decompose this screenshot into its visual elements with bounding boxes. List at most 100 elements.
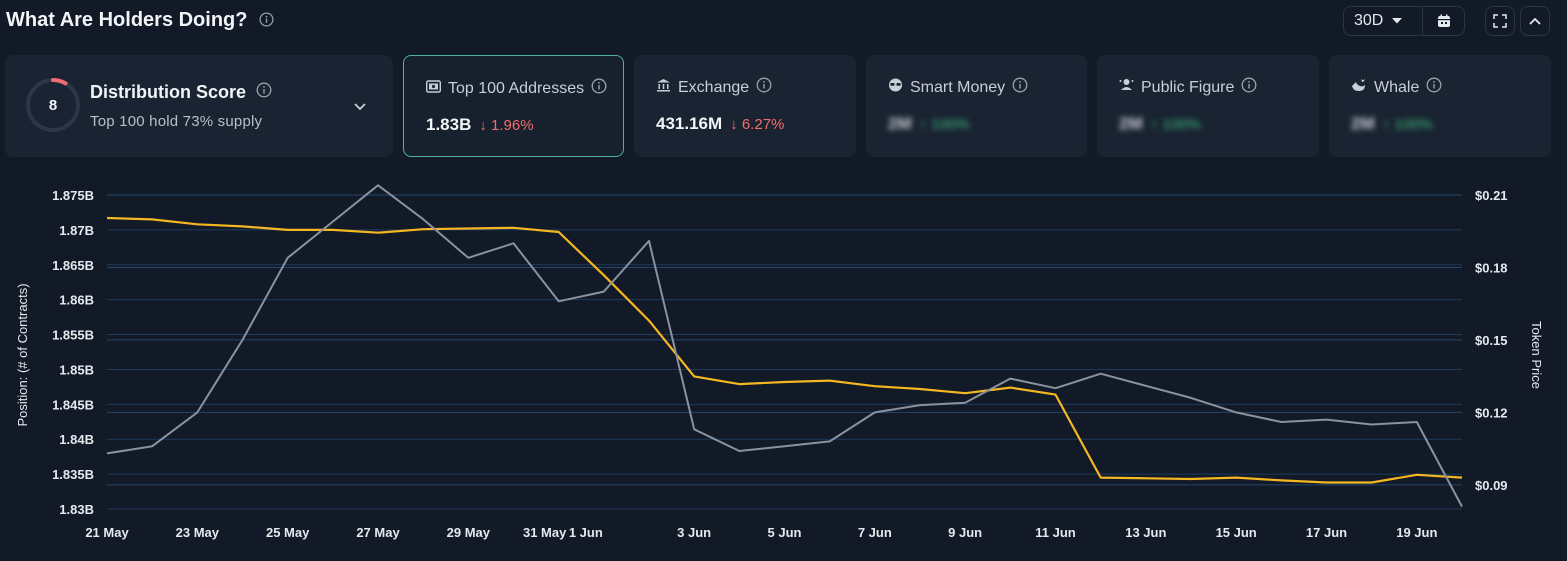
- info-icon[interactable]: [756, 77, 772, 98]
- distribution-subtitle: Top 100 hold 73% supply: [90, 113, 263, 130]
- y-tick-label: 1.87B: [59, 223, 94, 238]
- collapse-button[interactable]: [1520, 6, 1550, 36]
- x-tick-label: 25 May: [266, 525, 310, 540]
- metric-cards: 8 Distribution Score Top 100 hold 73% su…: [5, 55, 1551, 157]
- x-tick-label: 3 Jun: [677, 525, 711, 540]
- y-tick-label: 1.85B: [59, 362, 94, 377]
- megaphone-icon: [1119, 78, 1134, 97]
- card-title: Smart Money: [888, 77, 1028, 98]
- x-tick-label: 23 May: [176, 525, 220, 540]
- card-title: Whale: [1351, 77, 1442, 98]
- chevron-down-icon[interactable]: [353, 99, 367, 117]
- whale-icon: [1351, 78, 1367, 97]
- card-value-text: 2M: [1119, 114, 1143, 133]
- score-ring: [26, 78, 80, 132]
- card-value: 431.16M ↓ 6.27%: [656, 114, 784, 134]
- card-smart-money[interactable]: Smart Money 2M ↑ 100%: [866, 55, 1087, 157]
- fullscreen-icon: [1493, 14, 1507, 28]
- x-tick-label: 31 May: [523, 525, 567, 540]
- x-tick-label: 27 May: [356, 525, 400, 540]
- wallet-icon: [425, 79, 442, 98]
- series-line-position: [106, 216, 1463, 484]
- range-label: 30D: [1354, 12, 1384, 29]
- divider: [1422, 7, 1423, 35]
- x-tick-label: 11 Jun: [1035, 525, 1076, 540]
- x-tick-label: 17 Jun: [1306, 525, 1347, 540]
- card-top-100-addresses[interactable]: Top 100 Addresses 1.83B ↓ 1.96%: [403, 55, 624, 157]
- holders-chart[interactable]: 1.83B 1.835B 1.84B 1.845B 1.85B 1.855B 1.86B 1.…: [0, 170, 1567, 561]
- y-tick-label: 1.86B: [59, 293, 94, 308]
- y2-tick-label: $0.12: [1475, 405, 1508, 420]
- card-title-text: Smart Money: [910, 78, 1006, 96]
- chart-grid: [107, 194, 1462, 510]
- fullscreen-button[interactable]: [1485, 6, 1515, 36]
- x-tick-label: 1 Jun: [569, 525, 603, 540]
- y-tick-label: 1.83B: [59, 502, 94, 517]
- distribution-title-text: Distribution Score: [90, 82, 247, 102]
- card-value: 1.83B ↓ 1.96%: [426, 115, 534, 135]
- info-icon[interactable]: [1012, 77, 1028, 98]
- y2-tick-label: $0.15: [1475, 333, 1508, 348]
- range-selector[interactable]: 30D: [1343, 6, 1465, 36]
- chevron-up-icon: [1529, 17, 1541, 25]
- x-tick-label: 13 Jun: [1125, 525, 1166, 540]
- y-tick-label: 1.84B: [59, 432, 94, 447]
- card-title-text: Top 100 Addresses: [448, 79, 585, 97]
- card-value: 2M ↑ 100%: [888, 114, 970, 134]
- x-tick-label: 21 May: [85, 525, 129, 540]
- info-icon[interactable]: [259, 12, 274, 32]
- score-value: 8: [48, 96, 58, 114]
- card-title: Top 100 Addresses: [425, 78, 607, 99]
- card-value-text: 1.83B: [426, 115, 472, 134]
- info-icon[interactable]: [1426, 77, 1442, 98]
- x-axis: 21 May 23 May 25 May 27 May 29 May 31 May 1 Ju…: [85, 525, 1437, 540]
- card-title: Public Figure: [1119, 77, 1257, 98]
- bank-icon: [656, 78, 671, 97]
- page-title: What Are Holders Doing?: [6, 9, 248, 31]
- card-value-text: 2M: [1351, 114, 1375, 133]
- x-tick-label: 9 Jun: [948, 525, 982, 540]
- card-title-text: Public Figure: [1141, 78, 1235, 96]
- card-title: Exchange: [656, 77, 772, 98]
- x-tick-label: 5 Jun: [768, 525, 802, 540]
- x-tick-label: 15 Jun: [1216, 525, 1257, 540]
- card-value: 2M ↑ 100%: [1119, 114, 1201, 134]
- series-line-token-price: [106, 184, 1463, 508]
- distribution-score-card[interactable]: 8 Distribution Score Top 100 hold 73% su…: [5, 55, 393, 157]
- y2-tick-label: $0.18: [1475, 260, 1508, 275]
- y2-axis-title: Token Price: [1529, 321, 1544, 389]
- y2-tick-label: $0.21: [1475, 188, 1508, 203]
- y-axis-title: Position: (# of Contracts): [15, 283, 30, 426]
- card-delta: ↑ 100%: [1150, 116, 1201, 133]
- card-delta: ↓ 1.96%: [479, 117, 534, 134]
- distribution-title: Distribution Score: [90, 82, 272, 103]
- card-public-figure[interactable]: Public Figure 2M ↑ 100%: [1097, 55, 1319, 157]
- info-icon[interactable]: [256, 82, 272, 103]
- y-axis-left: 1.83B 1.835B 1.84B 1.845B 1.85B 1.855B 1.86B 1.…: [52, 188, 94, 517]
- y-tick-label: 1.855B: [52, 328, 94, 343]
- card-delta: ↓ 6.27%: [730, 116, 785, 133]
- card-value-text: 431.16M: [656, 114, 723, 133]
- card-whale[interactable]: Whale 2M ↑ 100%: [1329, 55, 1551, 157]
- x-tick-label: 19 Jun: [1396, 525, 1437, 540]
- card-title-text: Whale: [1374, 78, 1420, 96]
- calendar-icon[interactable]: [1436, 13, 1452, 34]
- info-icon[interactable]: [1241, 77, 1257, 98]
- x-tick-label: 29 May: [447, 525, 491, 540]
- y-tick-label: 1.835B: [52, 467, 94, 482]
- caret-down-icon: [1391, 12, 1403, 30]
- y2-tick-label: $0.09: [1475, 478, 1508, 493]
- y-tick-label: 1.875B: [52, 188, 94, 203]
- chart-lines: [106, 184, 1463, 508]
- header: What Are Holders Doing? 30D: [6, 6, 1553, 36]
- card-value-text: 2M: [888, 114, 912, 133]
- card-delta: ↑ 100%: [919, 116, 970, 133]
- card-delta: ↑ 100%: [1382, 116, 1433, 133]
- sunglasses-icon: [888, 78, 903, 97]
- card-value: 2M ↑ 100%: [1351, 114, 1433, 134]
- y-tick-label: 1.865B: [52, 258, 94, 273]
- card-exchange[interactable]: Exchange 431.16M ↓ 6.27%: [634, 55, 856, 157]
- x-tick-label: 7 Jun: [858, 525, 892, 540]
- info-icon[interactable]: [591, 78, 607, 99]
- y-axis-right: $0.09 $0.12 $0.15 $0.18 $0.21: [1475, 188, 1508, 493]
